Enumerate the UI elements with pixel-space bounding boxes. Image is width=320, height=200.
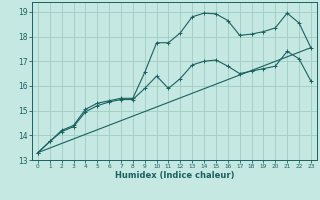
X-axis label: Humidex (Indice chaleur): Humidex (Indice chaleur) <box>115 171 234 180</box>
